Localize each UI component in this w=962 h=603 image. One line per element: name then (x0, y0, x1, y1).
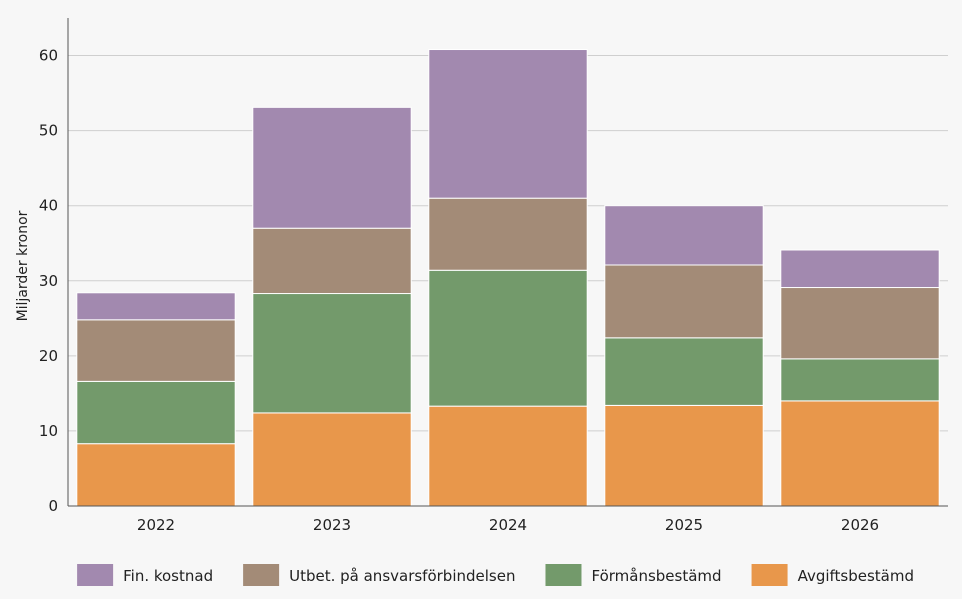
x-tick-label: 2025 (665, 516, 703, 534)
bar-segment-2023-2 (252, 227, 412, 295)
y-tick-label: 20 (39, 347, 58, 365)
legend-swatch (243, 564, 280, 586)
bar-segment-2024-1 (428, 269, 588, 407)
legend-item: Avgiftsbestämd (751, 564, 914, 586)
legend-swatch (751, 564, 788, 586)
legend-label: Avgiftsbestämd (798, 567, 914, 585)
bar-segment-2026-0 (780, 400, 940, 507)
y-tick-label: 60 (39, 47, 58, 65)
bars (76, 49, 940, 507)
bar-segment-2024-3 (428, 49, 588, 199)
bar-segment-2026-1 (780, 358, 940, 402)
y-axis-label: Miljarder kronor (15, 210, 31, 321)
x-tick-label: 2022 (137, 516, 175, 534)
legend-item: Fin. kostnad (77, 564, 213, 586)
bar-segment-2026-2 (780, 287, 940, 360)
y-tick-labels: 0 10 20 30 40 50 60 (39, 47, 58, 515)
y-tick-label: 0 (48, 497, 58, 515)
legend-label: Förmånsbestämd (591, 567, 721, 585)
legend-swatch (545, 564, 582, 586)
bar-segment-2023-3 (252, 106, 412, 229)
y-tick-label: 50 (39, 122, 58, 140)
axes (67, 18, 948, 507)
bar-segment-2022-3 (76, 292, 236, 321)
bar-segment-2022-1 (76, 380, 236, 445)
bar-segment-2022-2 (76, 319, 236, 382)
bar-segment-2022-0 (76, 443, 236, 507)
legend-item: Utbet. på ansvarsförbindelsen (243, 564, 515, 586)
bar-segment-2024-0 (428, 405, 588, 507)
bar-segment-2025-3 (604, 205, 764, 266)
bar-segment-2026-3 (780, 249, 940, 289)
bar-segment-2025-0 (604, 404, 764, 507)
legend-swatch (77, 564, 114, 586)
x-tick-label: 2026 (841, 516, 879, 534)
x-tick-label: 2023 (313, 516, 351, 534)
y-tick-label: 40 (39, 197, 58, 215)
bar-segment-2025-1 (604, 337, 764, 406)
y-tick-label: 10 (39, 422, 58, 440)
bar-segment-2023-1 (252, 293, 412, 414)
bar-segment-2023-0 (252, 412, 412, 507)
legend-item: Förmånsbestämd (545, 564, 722, 586)
legend-label: Fin. kostnad (123, 567, 213, 585)
bar-segment-2024-2 (428, 197, 588, 271)
bar-segment-2025-2 (604, 264, 764, 339)
x-tick-label: 2024 (489, 516, 527, 534)
legend: Fin. kostnad Utbet. på ansvarsförbindelse… (77, 564, 914, 586)
x-tick-labels: 2022 2023 2024 2025 2026 (137, 516, 879, 534)
legend-label: Utbet. på ansvarsförbindelsen (289, 567, 515, 585)
y-tick-label: 30 (39, 272, 58, 290)
